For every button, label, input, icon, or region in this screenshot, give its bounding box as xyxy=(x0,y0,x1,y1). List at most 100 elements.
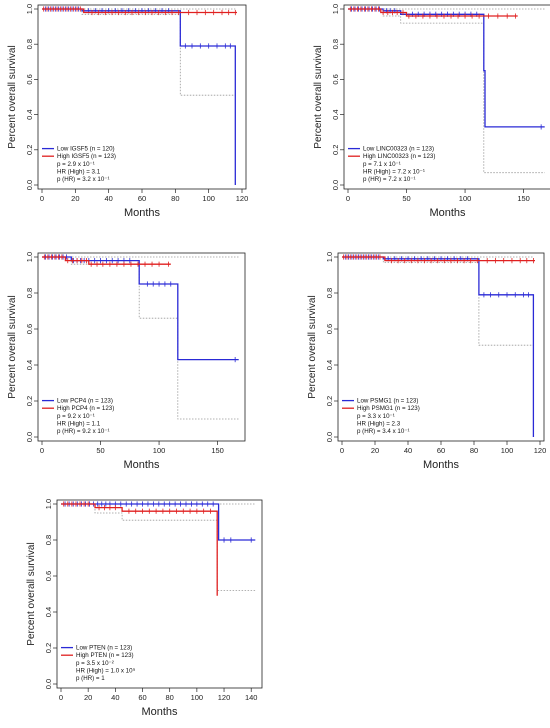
km-panel-psmg1: 0.0 0.2 0.4 0.6 0.8 1.0 0 20 40 60 80 100 120 Months P… xyxy=(307,252,546,471)
y-axis-label: Percent overall survival xyxy=(7,295,18,398)
survival-curve-low xyxy=(348,8,545,128)
y-tick-label: 1.0 xyxy=(25,4,34,14)
x-tick-label: 120 xyxy=(534,446,547,455)
km-panel-pten: 0.0 0.2 0.4 0.6 0.8 1.0 0 20 40 60 80 100 120 140 Mont… xyxy=(26,499,263,718)
legend-entry: Low IGSF5 (n = 120) xyxy=(57,146,115,153)
y-tick-label: 1.0 xyxy=(331,4,340,14)
x-tick-label: 0 xyxy=(346,194,350,203)
x-tick-label: 50 xyxy=(96,446,104,455)
x-tick-label: 80 xyxy=(166,693,174,702)
y-tick-label: 0.8 xyxy=(331,39,340,49)
y-tick-label: 0.0 xyxy=(44,679,53,689)
x-tick-label: 80 xyxy=(470,446,478,455)
legend-entry: p (HR) = 7.2 x 10⁻¹ xyxy=(363,176,416,183)
x-tick-label: 140 xyxy=(245,693,258,702)
x-axis-label: Months xyxy=(123,459,160,471)
legend-entry: p = 3.3 x 10⁻¹ xyxy=(357,413,395,420)
y-tick-label: 0.2 xyxy=(325,396,334,406)
confidence-interval-line xyxy=(61,503,256,591)
x-axis-label: Months xyxy=(423,459,460,471)
survival-curve-high xyxy=(61,503,218,596)
x-axis-label: Months xyxy=(124,207,161,219)
legend-entry: Low PSMG1 (n = 123) xyxy=(357,398,418,405)
legend-entry: HR (High) = 1.1 xyxy=(57,420,101,427)
survival-curve-low xyxy=(42,256,239,361)
y-tick-label: 0.4 xyxy=(325,360,334,370)
legend-entry: High PTEN (n = 123) xyxy=(76,652,134,659)
legend-entry: p (HR) = 3.2 x 10⁻¹ xyxy=(57,176,110,183)
y-axis-label: Percent overall survival xyxy=(313,45,324,148)
survival-curve-high xyxy=(348,8,518,17)
y-axis-label: Percent overall survival xyxy=(26,542,37,645)
y-tick-label: 0.6 xyxy=(25,74,34,84)
plot-frame xyxy=(56,499,263,689)
x-tick-label: 0 xyxy=(340,446,344,455)
x-axis-label: Months xyxy=(429,207,466,219)
confidence-interval-line xyxy=(42,256,239,420)
y-tick-label: 0.2 xyxy=(25,145,34,155)
legend-entry: High PSMG1 (n = 123) xyxy=(357,405,420,412)
x-axis-label: Months xyxy=(141,706,178,718)
y-tick-label: 0.4 xyxy=(331,109,340,119)
x-tick-label: 100 xyxy=(202,194,215,203)
x-tick-label: 20 xyxy=(84,693,92,702)
km-panel-linc00323: 0.0 0.2 0.4 0.6 0.8 1.0 0 50 100 150 Months Percent… xyxy=(313,4,550,219)
y-tick-label: 0.4 xyxy=(25,109,34,119)
y-tick-label: 0.4 xyxy=(44,607,53,617)
y-tick-label: 0.6 xyxy=(331,74,340,84)
x-tick-label: 150 xyxy=(211,446,224,455)
x-tick-label: 80 xyxy=(171,194,179,203)
y-tick-label: 0.0 xyxy=(325,432,334,442)
y-axis-label: Percent overall survival xyxy=(7,45,18,148)
y-tick-label: 0.6 xyxy=(25,324,34,334)
x-tick-label: 100 xyxy=(459,194,472,203)
legend-entry: High LINC00323 (n = 123) xyxy=(363,153,435,160)
legend-entry: High IGSF5 (n = 123) xyxy=(57,153,116,160)
legend-entry: Low PCP4 (n = 123) xyxy=(57,398,113,405)
legend-entry: HR (High) = 2.3 xyxy=(357,420,401,427)
legend-entry: HR (High) = 3.1 xyxy=(57,168,101,175)
legend-entry: p = 3.5 x 10⁻² xyxy=(76,660,114,667)
y-tick-label: 0.2 xyxy=(331,145,340,155)
x-tick-label: 100 xyxy=(501,446,514,455)
legend-entry: p = 9.2 x 10⁻¹ xyxy=(57,413,95,420)
y-tick-label: 0.2 xyxy=(25,396,34,406)
y-tick-label: 0.6 xyxy=(44,571,53,581)
x-tick-label: 40 xyxy=(404,446,412,455)
x-tick-label: 40 xyxy=(111,693,119,702)
confidence-interval-line xyxy=(342,256,534,346)
plot-frame xyxy=(37,252,246,442)
x-tick-label: 60 xyxy=(138,194,146,203)
x-tick-label: 120 xyxy=(218,693,231,702)
x-tick-label: 20 xyxy=(371,446,379,455)
x-tick-label: 0 xyxy=(40,446,44,455)
legend-entry: HR (High) = 1.0 x 10⁹ xyxy=(76,667,136,674)
y-tick-label: 0.2 xyxy=(44,643,53,653)
x-tick-label: 60 xyxy=(437,446,445,455)
km-panel-igsf5: 0.0 0.2 0.4 0.6 0.8 1.0 0 20 40 60 80 100 120 Months P… xyxy=(7,4,248,219)
y-tick-label: 0.4 xyxy=(25,360,34,370)
y-tick-label: 0.0 xyxy=(331,180,340,190)
x-tick-label: 120 xyxy=(236,194,249,203)
y-axis-label: Percent overall survival xyxy=(307,295,318,398)
legend-entry: p (HR) = 3.4 x 10⁻¹ xyxy=(357,428,410,435)
legend-entry: p (HR) = 1 xyxy=(76,675,105,682)
x-tick-label: 150 xyxy=(517,194,530,203)
y-tick-label: 0.8 xyxy=(325,288,334,298)
x-tick-label: 40 xyxy=(104,194,112,203)
legend-entry: High PCP4 (n = 123) xyxy=(57,405,114,412)
survival-curve-high xyxy=(42,8,237,14)
y-tick-label: 0.6 xyxy=(325,324,334,334)
legend-entry: p = 2.9 x 10⁻¹ xyxy=(57,161,95,168)
x-tick-label: 60 xyxy=(138,693,146,702)
x-tick-label: 50 xyxy=(402,194,410,203)
legend-entry: p = 7.1 x 10⁻¹ xyxy=(363,161,401,168)
km-panel-pcp4: 0.0 0.2 0.4 0.6 0.8 1.0 0 50 100 150 Months Percent… xyxy=(7,252,246,471)
y-tick-label: 0.0 xyxy=(25,432,34,442)
y-tick-label: 0.0 xyxy=(25,180,34,190)
survival-curve-low xyxy=(61,503,256,541)
x-tick-label: 100 xyxy=(191,693,204,702)
plot-frame xyxy=(343,4,550,190)
legend-entry: Low LINC00323 (n = 123) xyxy=(363,146,434,153)
